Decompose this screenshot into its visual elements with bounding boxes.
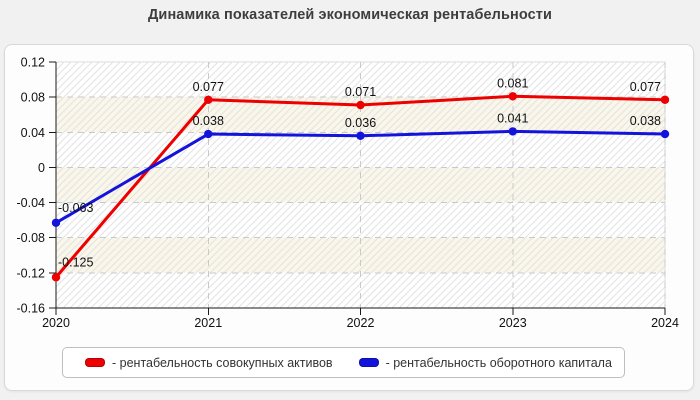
data-point-label: -0.125 — [58, 255, 93, 269]
data-point-label: 0.041 — [497, 111, 528, 125]
data-point — [204, 129, 213, 139]
legend-item-working-capital: - рентабельность оборотного капитала — [358, 355, 612, 370]
data-point-label: 0.077 — [630, 80, 661, 94]
y-tick-label: -0.16 — [17, 302, 46, 316]
chart-legend: - рентабельность совокупных активов - ре… — [62, 347, 625, 378]
x-tick-label: 2023 — [499, 316, 527, 330]
data-point — [356, 131, 365, 140]
chart-title: Динамика показателей экономическая рента… — [148, 7, 552, 23]
x-tick-label: 2020 — [42, 316, 70, 330]
data-point — [204, 95, 213, 104]
y-tick-label: 0.08 — [21, 91, 45, 105]
data-point — [508, 92, 517, 101]
data-point — [356, 100, 365, 110]
data-point-label: 0.038 — [630, 114, 661, 128]
x-tick-label: 2024 — [651, 316, 679, 330]
y-tick-label: -0.04 — [17, 196, 46, 210]
y-tick-label: 0.04 — [21, 126, 45, 140]
legend-label-working-capital: - рентабельность оборотного капитала — [385, 355, 612, 370]
data-point-label: 0.036 — [345, 116, 376, 130]
x-tick-label: 2021 — [194, 316, 222, 330]
y-tick-label: -0.08 — [17, 231, 46, 245]
data-point-label: 0.081 — [497, 76, 528, 90]
x-tick-label: 2022 — [347, 316, 375, 330]
legend-swatch-red — [85, 358, 105, 367]
y-tick-label: 0.12 — [21, 56, 45, 70]
data-point — [508, 127, 517, 136]
data-point — [51, 273, 61, 282]
legend-item-total-assets: - рентабельность совокупных активов — [85, 356, 333, 370]
legend-swatch-blue — [358, 358, 379, 367]
data-point-label: 0.071 — [345, 85, 376, 99]
y-tick-label: -0.12 — [17, 266, 46, 280]
y-tick-label: 0 — [38, 161, 45, 175]
data-point — [51, 218, 61, 227]
data-point — [660, 129, 670, 139]
data-point-label: -0.063 — [58, 201, 93, 215]
legend-label-total-assets: - рентабельность совокупных активов — [112, 355, 333, 370]
data-point-label: 0.077 — [193, 80, 224, 94]
data-point-label: 0.038 — [193, 114, 224, 128]
data-point — [660, 95, 670, 104]
